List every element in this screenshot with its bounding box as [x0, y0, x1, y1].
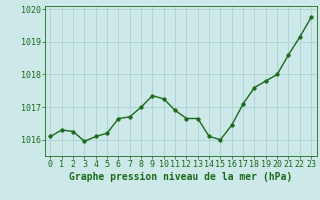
- X-axis label: Graphe pression niveau de la mer (hPa): Graphe pression niveau de la mer (hPa): [69, 172, 292, 182]
